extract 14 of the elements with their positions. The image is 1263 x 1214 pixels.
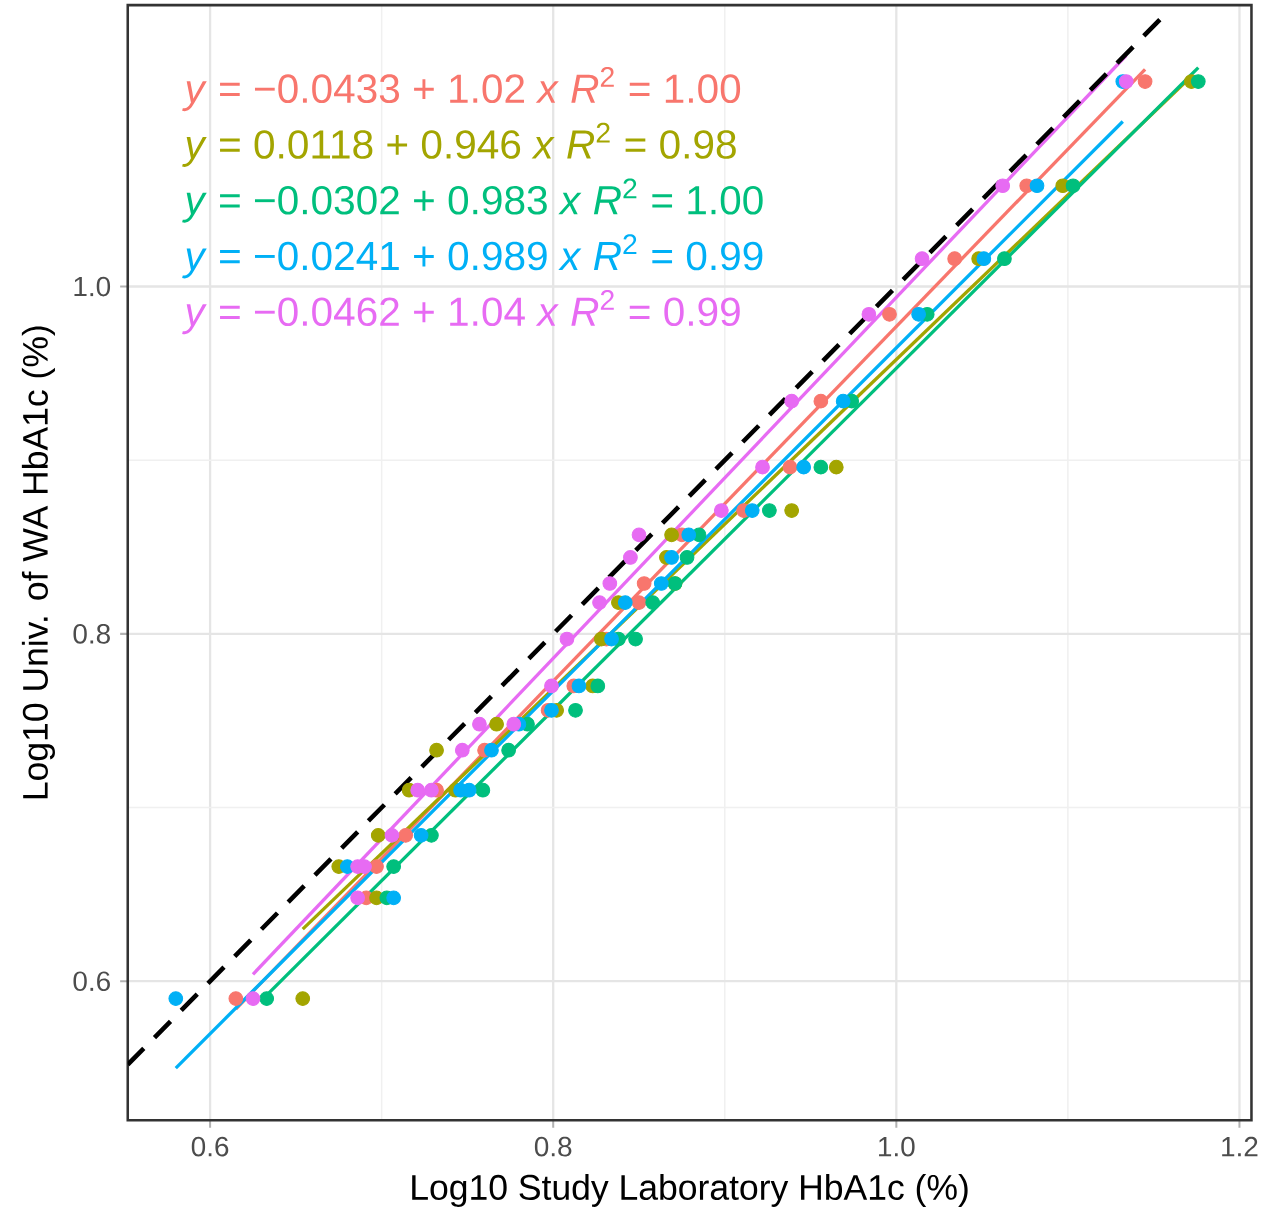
x-tick-label: 1.0: [879, 1136, 915, 1157]
x-axis-title: Log10 Study Laboratory HbA1c (%): [412, 1173, 968, 1208]
y-axis-title: Log10 Univ. of WA HbA1c (%): [21, 326, 55, 799]
x-tick-label: 0.8: [534, 1136, 572, 1157]
text: y = −0.0462 + 1.04 x R$^{2}$ = 0.99: [182, 289, 740, 335]
text: y = −0.0433 + 1.02 x R$^{2}$ = 1.00: [182, 66, 741, 112]
y-tick-label: 0.6: [73, 971, 110, 992]
x-tick-label: 0.6: [191, 1136, 229, 1157]
text: y = 0.0118 + 0.946 x R$^{2}$ = 0.98: [182, 122, 736, 167]
x-tick-label: 1.2: [1222, 1136, 1258, 1157]
y-tick-label: 1.0: [74, 276, 111, 297]
text: y = −0.0241 + 0.989 x R$^{2}$ = 0.99: [182, 234, 763, 279]
text: y = −0.0302 + 0.983 x R$^{2}$ = 1.00: [182, 178, 763, 223]
y-tick-label: 0.8: [73, 624, 110, 644]
